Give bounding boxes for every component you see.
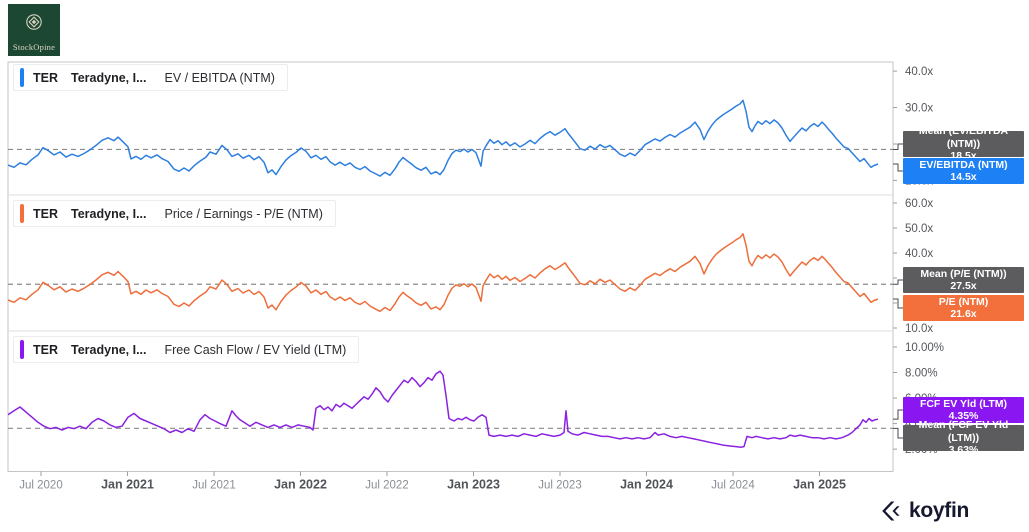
svg-text:50.0x: 50.0x	[905, 223, 933, 235]
svg-text:40.0x: 40.0x	[905, 248, 933, 260]
svg-text:40.0x: 40.0x	[905, 66, 933, 78]
svg-text:Jul 2021: Jul 2021	[192, 480, 235, 492]
svg-text:Jan 2023: Jan 2023	[447, 478, 500, 492]
svg-text:30.0x: 30.0x	[905, 103, 933, 115]
stockopine-wordmark: StockOpine	[12, 42, 56, 52]
stockopine-diamond-icon	[23, 11, 45, 38]
ticker-label: TER	[33, 70, 58, 85]
series-color-bar-blue	[20, 68, 24, 87]
svg-text:Jan 2022: Jan 2022	[274, 478, 327, 492]
svg-text:8.00%: 8.00%	[905, 368, 938, 380]
svg-text:Jul 2022: Jul 2022	[365, 480, 408, 492]
svg-text:Jul 2024: Jul 2024	[711, 480, 755, 492]
svg-text:10.0x: 10.0x	[905, 323, 933, 335]
stockopine-logo: StockOpine	[8, 4, 60, 56]
ticker-label: TER	[33, 206, 58, 221]
svg-text:Jan 2024: Jan 2024	[620, 478, 673, 492]
svg-text:Jan 2021: Jan 2021	[101, 478, 154, 492]
company-label: Teradyne, I...	[71, 206, 147, 221]
value-tag-pe[interactable]: P/E (NTM) 21.6x	[903, 295, 1024, 321]
company-label: Teradyne, I...	[71, 70, 147, 85]
series-color-bar-purple	[20, 340, 24, 359]
metric-label: Price / Earnings - P/E (NTM)	[164, 206, 323, 221]
legend-fcf-ev-yield[interactable]: TER Teradyne, I... Free Cash Flow / EV Y…	[13, 336, 360, 363]
metric-label: EV / EBITDA (NTM)	[164, 70, 275, 85]
mean-tag-fcf-ev-yield: Mean (FCF EV Yld (LTM)) 3.63%	[903, 419, 1024, 456]
series-color-bar-orange	[20, 204, 24, 223]
svg-text:Jul 2023: Jul 2023	[538, 480, 581, 492]
value-tag-ev-ebitda[interactable]: EV/EBITDA (NTM) 14.5x	[903, 158, 1024, 184]
mean-tag-pe: Mean (P/E (NTM)) 27.5x	[903, 267, 1024, 293]
svg-text:60.0x: 60.0x	[905, 198, 933, 210]
mean-tag-ev-ebitda: Mean (EV/EBITDA (NTM)) 18.5x	[903, 125, 1024, 162]
koyfin-chevrons-icon	[882, 501, 900, 521]
metric-label: Free Cash Flow / EV Yield (LTM)	[164, 342, 347, 357]
koyfin-wordmark: koyfin	[909, 499, 970, 522]
ticker-label: TER	[33, 342, 58, 357]
svg-text:10.00%: 10.00%	[905, 342, 944, 354]
svg-text:Jan 2025: Jan 2025	[793, 478, 846, 492]
koyfin-logo: koyfin	[878, 499, 969, 523]
legend-pe[interactable]: TER Teradyne, I... Price / Earnings - P/…	[13, 200, 336, 227]
legend-ev-ebitda[interactable]: TER Teradyne, I... EV / EBITDA (NTM)	[13, 64, 288, 91]
value-tag-fcf-ev-yield[interactable]: FCF EV Yld (LTM) 4.35%	[903, 397, 1024, 423]
svg-text:Jul 2020: Jul 2020	[19, 480, 62, 492]
company-label: Teradyne, I...	[71, 342, 147, 357]
